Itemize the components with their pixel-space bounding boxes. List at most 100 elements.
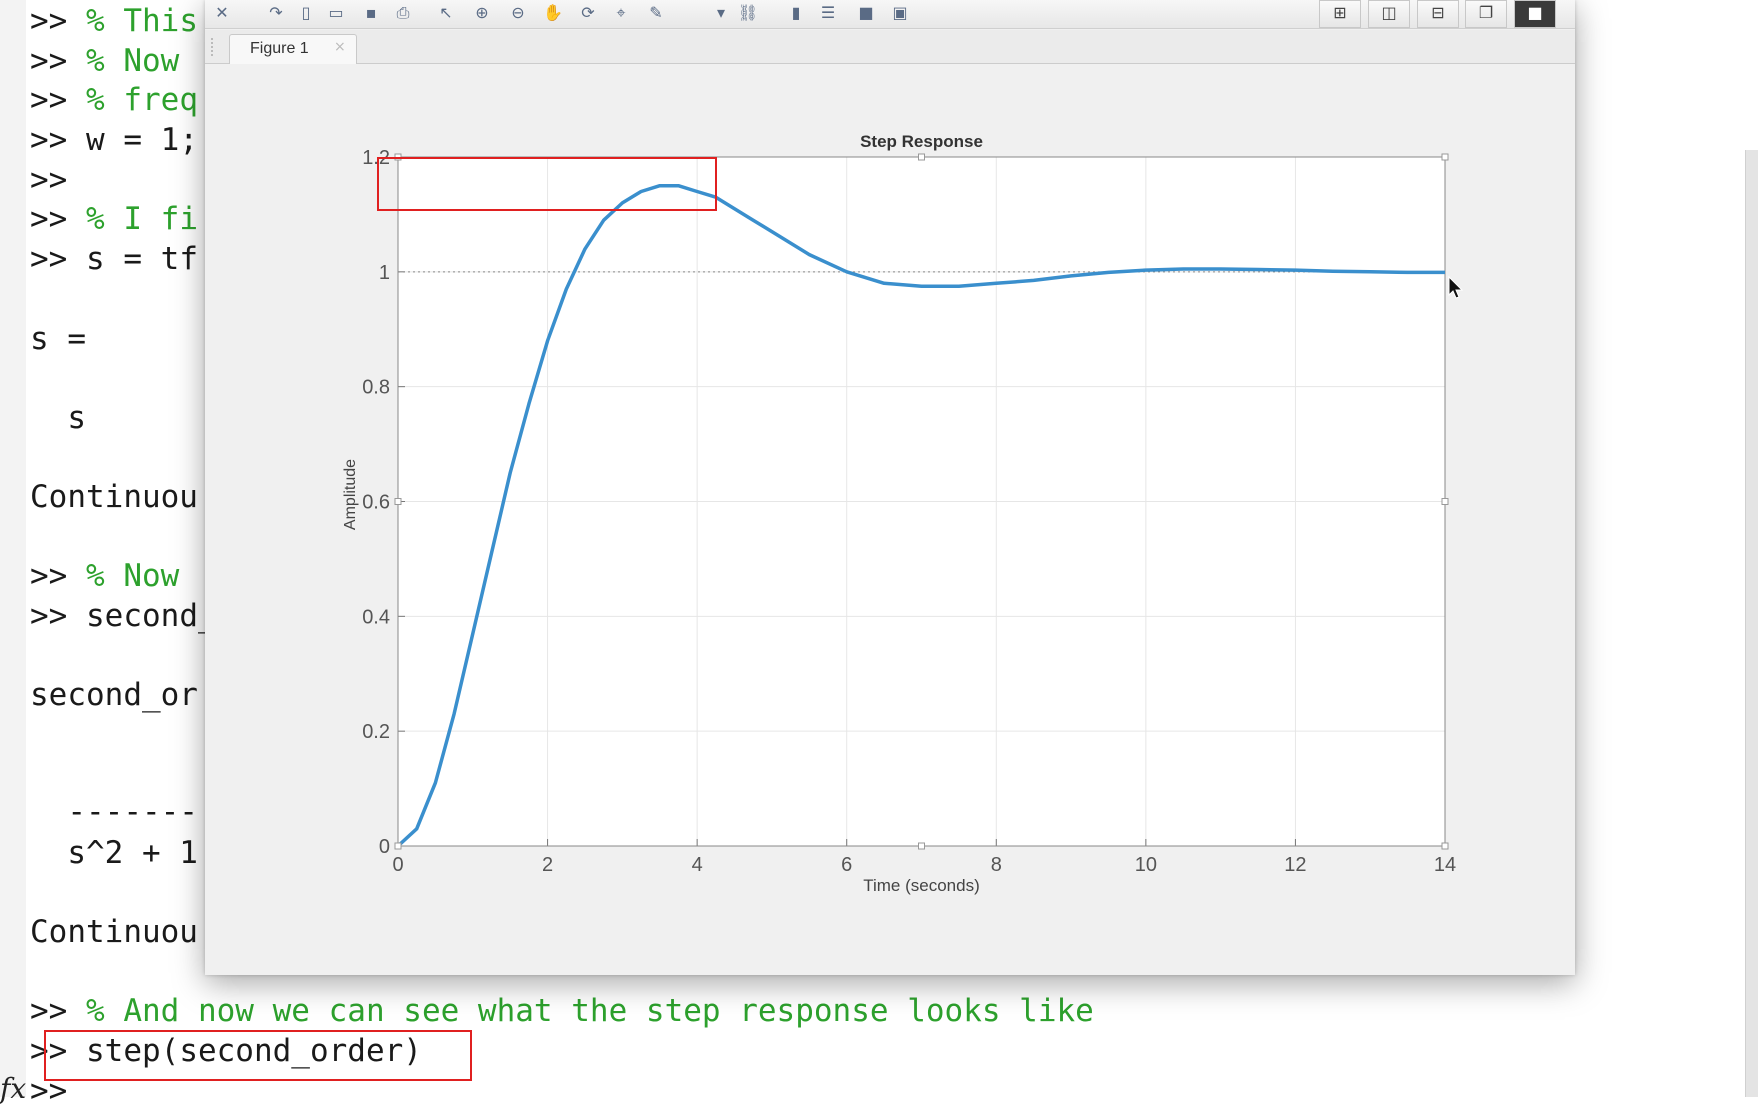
selection-handle[interactable] (394, 498, 402, 505)
legend-icon[interactable]: ☰ (820, 3, 836, 22)
y-tick-label: 1.2 (362, 147, 390, 169)
command-window-gutter (0, 0, 26, 1097)
tab-close-icon[interactable]: × (334, 39, 346, 55)
highlight-box-peak (377, 157, 717, 211)
x-axis-label: Time (seconds) (863, 876, 980, 895)
console-line: >> % freq (30, 82, 198, 118)
x-tick-label: 10 (1135, 854, 1157, 876)
brush-icon[interactable]: ✎ (649, 3, 663, 22)
y-axis-label: Amplitude (342, 459, 359, 530)
new-figure-icon[interactable]: ▯ (301, 3, 311, 22)
open-icon[interactable]: ▭ (328, 3, 344, 22)
mouse-cursor-icon (1448, 275, 1464, 299)
console-code: s = (30, 321, 86, 357)
console-line: >> % And now we can see what the step re… (30, 993, 1094, 1029)
figure-toolbar: ✕ ↷ ▯ ▭ ▪ ⎙ ↖ ⊕ ⊖ ✋ ⟳ ⌖ ✎ ▾ ⛓ ▮ ☰ ■ ▣ ⊞ ◫ ⊟ ❐ ■ (205, 0, 1575, 29)
console-comment: % This (86, 3, 198, 39)
show-plot-tools-icon[interactable]: ▣ (892, 3, 908, 22)
console-code: Continuou (30, 479, 198, 515)
fx-icon[interactable]: fx (0, 1072, 27, 1105)
console-code: w = 1; (86, 122, 198, 158)
selection-handle[interactable] (1441, 153, 1449, 161)
console-code: second_or (30, 677, 198, 713)
console-line: >> s = tf (30, 241, 198, 277)
console-comment: % Now (86, 558, 180, 594)
colorbar-icon[interactable]: ▮ (791, 3, 801, 22)
step-response-line[interactable] (396, 183, 1445, 848)
console-code: step(second_order) (86, 1033, 422, 1069)
prompt-symbol: >> (30, 122, 86, 158)
tab-figure-1[interactable]: Figure 1 × (229, 34, 357, 64)
selection-handle[interactable] (394, 842, 402, 850)
prompt-symbol: >> (30, 3, 86, 39)
float-icon[interactable]: ❐ (1465, 0, 1507, 28)
x-tick-label: 2 (542, 854, 553, 876)
prompt-symbol: >> (30, 1033, 86, 1069)
console-line: second_or (30, 677, 198, 713)
x-tick-label: 4 (692, 854, 703, 876)
prompt-symbol: >> (30, 558, 86, 594)
console-line: s (30, 400, 86, 436)
x-tick-label: 0 (392, 854, 403, 876)
y-tick-label: 0.2 (362, 721, 390, 743)
link-plot-icon[interactable]: ⛓ (737, 3, 759, 22)
close-undock-icon[interactable]: ✕ (215, 3, 229, 22)
console-line: >> % Now (30, 558, 179, 594)
step-response-chart[interactable]: 0 2 4 6 8 10 12 14 0 0.2 0.4 0.6 0.8 1 1.2 Step Respons… (205, 64, 1575, 975)
console-line: Continuou (30, 479, 198, 515)
redo-icon[interactable]: ↷ (269, 3, 283, 22)
prompt-symbol: >> (30, 82, 86, 118)
prompt-symbol: >> (30, 201, 86, 237)
prompt-symbol: >> (30, 43, 86, 79)
console-line: >> step(second_order) (30, 1033, 422, 1069)
zoom-in-icon[interactable]: ⊕ (475, 3, 489, 22)
selection-handle[interactable] (1441, 842, 1449, 850)
data-cursor-icon[interactable]: ⌖ (616, 3, 626, 22)
y-tick-label: 0.8 (362, 377, 390, 399)
console-line: ------- (30, 794, 198, 830)
console-code: s = tf (86, 241, 198, 277)
zoom-out-icon[interactable]: ⊖ (511, 3, 525, 22)
console-line: Continuou (30, 914, 198, 950)
selection-handle[interactable] (918, 153, 925, 161)
console-line: >> w = 1; (30, 122, 198, 158)
rotate-icon[interactable]: ⟳ (581, 3, 595, 22)
prompt-symbol: >> (30, 241, 86, 277)
x-tick-label: 6 (841, 854, 852, 876)
hide-plot-tools-icon[interactable]: ■ (858, 3, 874, 22)
select-arrow-icon[interactable]: ↖ (439, 3, 453, 22)
maximize-icon[interactable]: ■ (1514, 0, 1556, 28)
tile-grid-icon[interactable]: ⊞ (1319, 0, 1361, 28)
figure-tab-bar: Figure 1 × (205, 30, 1575, 64)
console-line: >> (30, 162, 86, 198)
console-line: >> % This (30, 3, 198, 39)
console-line: >> % I fi (30, 201, 198, 237)
pan-hand-icon[interactable]: ✋ (543, 3, 563, 22)
x-tick-label: 14 (1434, 854, 1456, 876)
selection-handle[interactable] (918, 842, 925, 850)
console-scrollbar[interactable] (1745, 150, 1758, 1097)
chart-title: Step Response (860, 132, 983, 151)
console-line: s^2 + 1 (30, 835, 198, 871)
top-bottom-icon[interactable]: ⊟ (1417, 0, 1459, 28)
save-icon[interactable]: ▪ (365, 3, 377, 22)
x-tick-label: 8 (991, 854, 1002, 876)
left-right-icon[interactable]: ◫ (1368, 0, 1410, 28)
y-tick-label: 1 (379, 262, 390, 284)
console-comment: % And now we can see what the step respo… (86, 993, 1094, 1029)
console-code: second_ (86, 598, 217, 634)
console-code: ------- (30, 794, 198, 830)
y-tick-label: 0.6 (362, 492, 390, 514)
y-tick-label: 0 (379, 836, 390, 858)
selection-handle[interactable] (1441, 498, 1449, 505)
prompt-symbol: >> (30, 993, 86, 1029)
prompt-symbol: >> (30, 598, 86, 634)
dropdown-icon[interactable]: ▾ (716, 3, 726, 22)
print-icon[interactable]: ⎙ (396, 3, 410, 22)
console-line: >> % Now (30, 43, 179, 79)
tab-grip-handle[interactable] (211, 38, 217, 56)
console-comment: % I fi (86, 201, 198, 237)
console-comment: % Now (86, 43, 180, 79)
